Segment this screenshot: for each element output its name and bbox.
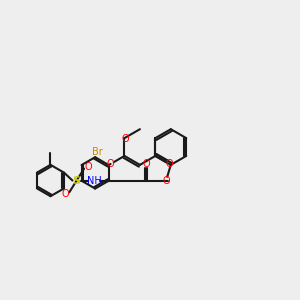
Text: O: O [61, 189, 69, 199]
Text: O: O [166, 159, 173, 169]
Text: O: O [107, 159, 114, 169]
Text: O: O [121, 134, 129, 144]
Text: Br: Br [92, 147, 103, 157]
Text: S: S [73, 176, 81, 185]
Text: NH: NH [87, 176, 102, 185]
Text: O: O [84, 162, 92, 172]
Text: O: O [162, 176, 170, 185]
Text: O: O [143, 159, 151, 169]
